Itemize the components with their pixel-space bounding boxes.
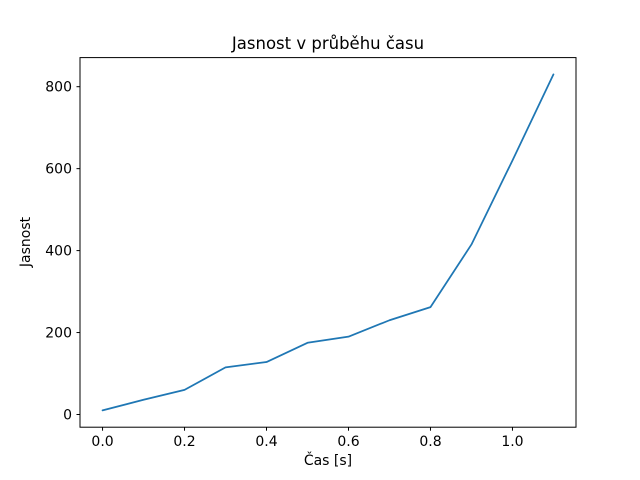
- x-tick-label: 0.2: [173, 434, 195, 450]
- x-tick-label: 0.0: [91, 434, 113, 450]
- x-tick-label: 0.8: [419, 434, 441, 450]
- x-tick-label: 0.6: [337, 434, 359, 450]
- x-tick-label: 0.4: [255, 434, 277, 450]
- y-tick-label: 400: [45, 244, 72, 260]
- y-tick-label: 0: [63, 407, 72, 423]
- y-tick-label: 600: [45, 162, 72, 178]
- y-axis-label: Jasnost: [18, 216, 34, 268]
- chart-title: Jasnost v průběhu času: [231, 34, 425, 53]
- axes-frame: [79, 57, 577, 428]
- x-tick-label: 1.0: [501, 434, 523, 450]
- x-axis-label: Čas [s]: [303, 453, 353, 469]
- y-tick-label: 800: [45, 80, 72, 96]
- y-tick-label: 200: [45, 326, 72, 342]
- data-line-series: [101, 73, 555, 412]
